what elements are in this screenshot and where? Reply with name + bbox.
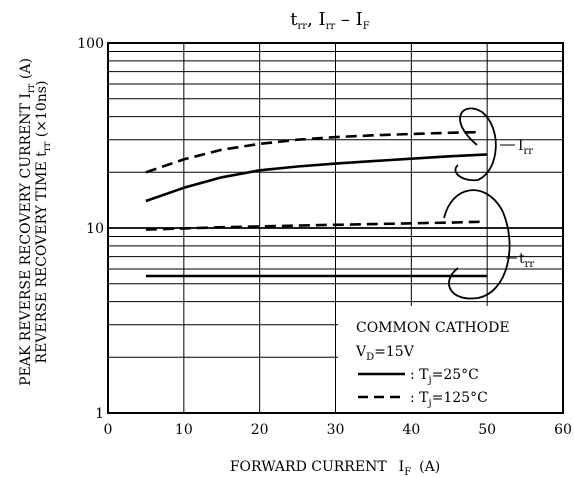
x-tick-labels: 0 10 20 30 40 50 60 [104, 422, 572, 438]
irr-group-loop [454, 107, 497, 182]
x-tick-label: 0 [104, 422, 113, 438]
y-tick-labels: 1 10 100 [77, 36, 104, 422]
x-tick-label: 20 [251, 422, 269, 438]
y-tick-label: 100 [77, 36, 104, 52]
y-axis-label-irr: PEAK REVERSE RECOVERY CURRENT Irr (A) [18, 58, 37, 386]
series-line-trr-dashed [145, 220, 480, 231]
plot-frame [107, 42, 564, 414]
legend-entry-125c: : Tj=125°C [410, 390, 488, 409]
legend-box [338, 306, 562, 412]
x-axis-label: FORWARD CURRENT IF (A) [230, 459, 440, 478]
grid-lines [107, 42, 564, 414]
y-tick-label: 10 [86, 221, 104, 237]
trr-curve-label: trr [519, 251, 534, 270]
x-tick-label: 30 [327, 422, 345, 438]
series-line-Irr-solid [145, 153, 488, 203]
y-tick-label: 1 [95, 406, 104, 422]
irr-curve-label: Irr [518, 138, 533, 157]
x-tick-label: 10 [175, 422, 193, 438]
y-axis-label-trr: REVERSE RECOVERY TIME trr (×10ns) [34, 81, 53, 364]
legend-entry-25c: : Tj=25°C [410, 367, 479, 386]
series-line-Irr-dashed [145, 130, 480, 174]
legend-title: COMMON CATHODE [356, 320, 510, 336]
trr-group-loop [443, 189, 511, 300]
legend: COMMON CATHODE VD=15V : Tj=25°C : Tj=125… [338, 306, 562, 412]
legend-condition: VD=15V [355, 344, 415, 363]
x-tick-label: 60 [554, 422, 572, 438]
chart-title: trr, Irr – IF [290, 9, 370, 32]
data-series [145, 130, 488, 278]
x-tick-label: 50 [478, 422, 496, 438]
x-tick-label: 40 [402, 422, 420, 438]
